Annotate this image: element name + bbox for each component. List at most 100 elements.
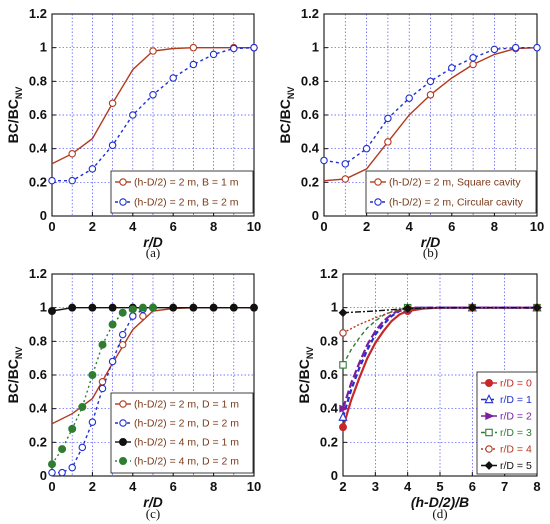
x-axis-label: r/D bbox=[143, 494, 162, 510]
data-point bbox=[169, 74, 177, 82]
data-point bbox=[149, 91, 157, 99]
data-point bbox=[78, 443, 87, 452]
legend-label: r/D = 4 bbox=[500, 444, 532, 456]
y-axis-label: BC/BCNV bbox=[5, 347, 24, 404]
data-point bbox=[250, 43, 258, 52]
data-point bbox=[339, 423, 347, 432]
data-point bbox=[108, 99, 117, 107]
y-tick-label: 0 bbox=[40, 468, 47, 483]
y-tick-label: 0.2 bbox=[29, 174, 47, 189]
y-tick-label: 1.2 bbox=[29, 6, 47, 21]
legend-marker bbox=[485, 379, 493, 387]
legend-box bbox=[110, 392, 254, 474]
data-point bbox=[68, 176, 76, 185]
legend-label: (h-D/2) = 4 m, D = 1 m bbox=[134, 437, 239, 449]
legend-marker bbox=[484, 394, 494, 404]
data-point bbox=[88, 303, 97, 312]
data-point bbox=[128, 305, 137, 314]
data-point bbox=[229, 303, 238, 312]
data-point bbox=[469, 54, 477, 62]
x-tick-label: 8 bbox=[210, 219, 217, 234]
data-point bbox=[169, 303, 178, 312]
data-point bbox=[78, 402, 87, 411]
panel-b: 0 2 4 6 8 10 0 0.2 0.4 0.6 0.8 1 1.2 r/D BC/BCNV (h-D/2… bbox=[277, 6, 544, 260]
data-point bbox=[98, 377, 107, 386]
legend-label: (h-D/2) = 4 m, D = 2 m bbox=[134, 456, 239, 468]
data-point bbox=[405, 94, 413, 102]
y-axis-label: BC/BCNV bbox=[296, 347, 315, 404]
x-tick-label: 10 bbox=[247, 219, 261, 234]
panel-caption: (b) bbox=[423, 245, 438, 260]
data-point bbox=[58, 445, 67, 454]
data-point bbox=[118, 330, 127, 339]
x-axis-label: r/D bbox=[421, 234, 440, 250]
legend-label: (h-D/2) = 2 m, D = 1 m bbox=[134, 399, 239, 411]
legend-marker bbox=[119, 438, 127, 446]
y-tick-label: 1.2 bbox=[29, 266, 47, 281]
x-tick-label: 10 bbox=[247, 479, 261, 494]
data-point bbox=[68, 303, 77, 312]
data-point bbox=[341, 175, 350, 183]
legend: (h-D/2) = 2 m, D = 1 m (h-D/2) = 2 m, D =… bbox=[110, 392, 254, 474]
data-point bbox=[58, 468, 66, 477]
legend-marker bbox=[485, 445, 493, 453]
data-point bbox=[341, 160, 350, 168]
legend-box bbox=[110, 170, 254, 214]
data-point bbox=[108, 141, 117, 150]
y-tick-label: 1.2 bbox=[320, 266, 338, 281]
data-point bbox=[384, 138, 392, 146]
legend-marker bbox=[119, 457, 127, 465]
x-tick-label: 3 bbox=[372, 479, 379, 494]
x-tick-label: 6 bbox=[448, 219, 455, 234]
y-tick-label: 0 bbox=[331, 468, 338, 483]
x-tick-label: 2 bbox=[339, 479, 346, 494]
data-point bbox=[469, 60, 477, 69]
x-tick-label: 4 bbox=[129, 479, 137, 494]
data-point bbox=[511, 43, 520, 52]
x-tick-label: 8 bbox=[210, 479, 217, 494]
x-axis-label: r/D bbox=[143, 234, 162, 250]
y-tick-label: 0.6 bbox=[320, 367, 338, 382]
y-tick-label: 1.2 bbox=[301, 6, 319, 21]
x-tick-label: 0 bbox=[48, 219, 55, 234]
data-point bbox=[88, 418, 97, 426]
x-tick-label: 0 bbox=[320, 219, 327, 234]
y-tick-label: 0.8 bbox=[29, 73, 47, 88]
data-point bbox=[68, 149, 76, 158]
data-point bbox=[108, 320, 117, 329]
legend-label: r/D = 3 bbox=[500, 427, 532, 439]
y-tick-label: 0.2 bbox=[29, 434, 47, 449]
y-tick-label: 1 bbox=[331, 300, 338, 315]
x-axis-label: (h-D/2)/B bbox=[411, 494, 469, 510]
data-point bbox=[48, 176, 56, 185]
panel-caption: (a) bbox=[146, 245, 160, 260]
x-tick-label: 10 bbox=[530, 219, 544, 234]
data-point bbox=[533, 43, 541, 52]
panel-c: 0 2 4 6 8 10 0 0.2 0.4 0.6 0.8 1 1.2 r/D BC/BCNV (h-D/2… bbox=[5, 266, 261, 521]
x-tick-label: 6 bbox=[469, 479, 476, 494]
panel-caption: (d) bbox=[432, 506, 447, 521]
y-tick-label: 0.4 bbox=[320, 401, 339, 416]
y-axis-label: BC/BCNV bbox=[5, 87, 24, 144]
data-point bbox=[118, 308, 127, 317]
data-point bbox=[338, 308, 348, 318]
data-point bbox=[532, 303, 542, 313]
data-point bbox=[426, 77, 435, 86]
legend-label: (h-D/2) = 2 m, Square cavity bbox=[389, 177, 521, 189]
legend: (h-D/2) = 2 m, B = 1 m (h-D/2) = 2 m, B =… bbox=[110, 170, 254, 214]
legend-label: r/D = 1 bbox=[500, 394, 532, 406]
data-point bbox=[403, 304, 413, 313]
data-point bbox=[48, 307, 56, 316]
series-line-5 bbox=[343, 307, 537, 314]
x-tick-label: 6 bbox=[170, 219, 177, 234]
legend: r/D = 0 r/D = 1 r/D = 2 r/D = 3 r/D = 4 r/D =… bbox=[476, 371, 538, 475]
data-point bbox=[68, 424, 77, 433]
y-tick-label: 1 bbox=[40, 300, 47, 315]
y-tick-label: 0.6 bbox=[29, 367, 47, 382]
data-point bbox=[339, 361, 347, 369]
data-point bbox=[209, 50, 218, 59]
data-point bbox=[88, 371, 97, 379]
y-tick-label: 0.6 bbox=[29, 107, 47, 122]
data-point bbox=[139, 312, 147, 320]
x-tick-label: 2 bbox=[89, 479, 96, 494]
